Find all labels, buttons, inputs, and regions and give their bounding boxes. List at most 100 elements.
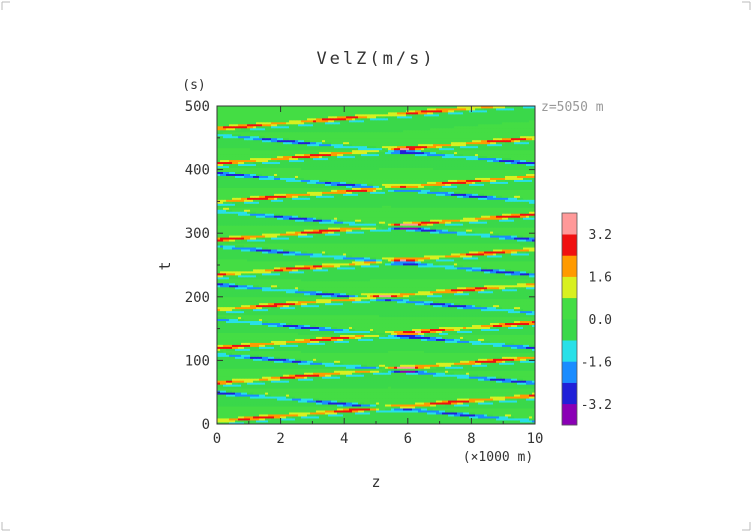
heatmap-cell	[307, 396, 311, 399]
heatmap-cell	[493, 382, 497, 385]
heatmap-cell	[274, 396, 278, 399]
heatmap-cell	[292, 382, 296, 385]
heatmap-cell	[349, 374, 353, 377]
heatmap-cell	[352, 412, 356, 415]
heatmap-cell	[493, 406, 497, 409]
heatmap-cell	[415, 392, 419, 395]
heatmap-cell	[442, 396, 446, 399]
heatmap-cell	[262, 392, 266, 395]
heatmap-cell	[514, 404, 518, 407]
heatmap-cell	[331, 378, 335, 381]
heatmap-cell	[337, 420, 341, 423]
heatmap-cell	[457, 386, 461, 389]
heatmap-cell	[427, 402, 431, 405]
heatmap-cell	[481, 394, 485, 397]
heatmap-cell	[445, 414, 449, 417]
heatmap-cell	[244, 390, 248, 393]
heatmap-cell	[220, 390, 224, 393]
heatmap-cell	[382, 380, 386, 383]
heatmap-cell	[307, 390, 311, 393]
heatmap-cell	[478, 422, 482, 425]
heatmap-cell	[460, 414, 464, 417]
heatmap-cell	[478, 396, 482, 399]
heatmap-cell	[373, 414, 377, 417]
heatmap-cell	[439, 414, 443, 417]
heatmap-cell	[226, 402, 230, 405]
heatmap-cell	[529, 390, 533, 393]
heatmap-cell	[478, 386, 482, 389]
heatmap-cell	[238, 414, 242, 417]
heatmap-cell	[352, 388, 356, 391]
heatmap-cell	[346, 398, 350, 401]
heatmap-cell	[523, 416, 527, 419]
heatmap-cell	[262, 406, 266, 409]
heatmap-cell	[484, 392, 488, 395]
heatmap-cell	[298, 416, 302, 419]
heatmap-cell	[418, 402, 422, 405]
heatmap-cell	[289, 372, 293, 375]
heatmap-cell	[442, 392, 446, 395]
heatmap-cell	[520, 406, 524, 409]
heatmap-cell	[466, 408, 470, 411]
heatmap-cell	[439, 388, 443, 391]
heatmap-cell	[331, 416, 335, 419]
heatmap-cell	[310, 404, 314, 407]
heatmap-cell	[418, 406, 422, 409]
heatmap-cell	[322, 414, 326, 417]
heatmap-cell	[511, 378, 515, 381]
heatmap-cell	[397, 382, 401, 385]
heatmap-cell	[415, 418, 419, 421]
heatmap-cell	[406, 414, 410, 417]
heatmap-cell	[301, 404, 305, 407]
heatmap-cell	[448, 398, 452, 401]
heatmap-cell	[271, 408, 275, 411]
heatmap-cell	[268, 390, 272, 393]
heatmap-cell	[280, 382, 284, 385]
heatmap-cell	[529, 412, 533, 415]
heatmap-cell	[349, 404, 353, 407]
heatmap-cell	[346, 390, 350, 393]
heatmap-cell	[325, 398, 329, 401]
heatmap-cell	[529, 372, 533, 375]
heatmap-cell	[496, 410, 500, 413]
heatmap-cell	[376, 378, 380, 381]
heatmap-cell	[451, 392, 455, 395]
heatmap-cell	[421, 388, 425, 391]
heatmap-cell	[526, 416, 530, 419]
heatmap-cell	[307, 420, 311, 423]
heatmap-cell	[313, 410, 317, 413]
heatmap-cell	[508, 418, 512, 421]
heatmap-cell	[283, 402, 287, 405]
heatmap-cell	[229, 416, 233, 419]
heatmap-cell	[487, 384, 491, 387]
heatmap-cell	[382, 382, 386, 385]
heatmap-cell	[391, 388, 395, 391]
heatmap-cell	[325, 374, 329, 377]
heatmap-cell	[376, 412, 380, 415]
heatmap-cell	[523, 388, 527, 391]
heatmap-cell	[487, 378, 491, 381]
heatmap-cell	[526, 372, 530, 375]
heatmap-cell	[403, 378, 407, 381]
heatmap-cell	[406, 378, 410, 381]
heatmap-cell	[313, 412, 317, 415]
heatmap-cell	[517, 406, 521, 409]
heatmap-cell	[442, 412, 446, 415]
heatmap-cell	[295, 392, 299, 395]
heatmap-cell	[256, 370, 260, 373]
heatmap-cell	[403, 384, 407, 387]
heatmap-cell	[373, 416, 377, 419]
heatmap-cell	[436, 388, 440, 391]
heatmap-cell	[442, 380, 446, 383]
heatmap-cell	[367, 422, 371, 425]
heatmap-cell	[244, 422, 248, 425]
heatmap-cell	[232, 378, 236, 381]
heatmap-cell	[385, 404, 389, 407]
heatmap-cell	[523, 372, 527, 375]
heatmap-cell	[223, 376, 227, 379]
heatmap-cell	[385, 382, 389, 385]
heatmap-cell	[325, 372, 329, 375]
heatmap-cell	[355, 392, 359, 395]
heatmap-cell	[280, 394, 284, 397]
heatmap-cell	[526, 402, 530, 405]
